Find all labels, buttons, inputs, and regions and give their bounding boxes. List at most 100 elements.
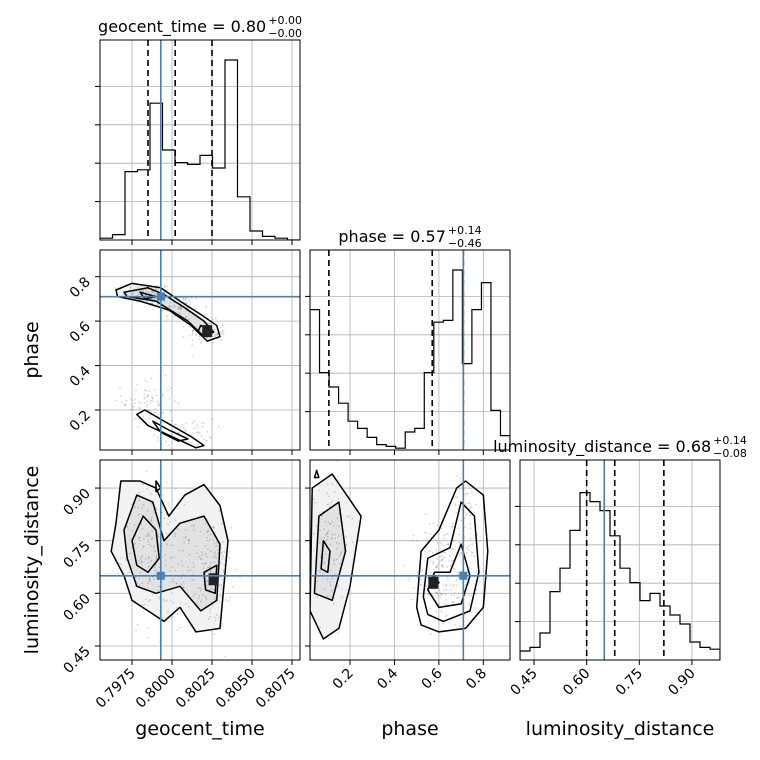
sample-point [439,597,442,599]
x-axis-label-luminosity_distance: luminosity_distance [526,718,715,740]
sample-point [220,523,223,525]
sample-point [142,503,145,506]
sample-point [169,570,171,572]
sample-point [134,398,137,401]
sample-point [217,549,219,551]
sample-point [314,525,317,527]
sample-point [157,535,160,538]
sample-point [213,335,216,338]
sample-point [445,583,448,586]
sample-point [403,564,406,567]
sample-point [338,555,341,558]
sample-point [470,505,473,508]
sample-point [430,633,432,636]
title-minus-error: −0.08 [713,447,747,460]
sample-point [323,537,326,539]
sample-point [313,532,316,535]
sample-point [162,617,164,620]
sample-point [184,299,187,302]
sample-point [165,564,167,567]
sample-point [152,593,154,596]
sample-point [318,542,321,544]
x-tick-label: 0.7975 [93,666,139,712]
sample-point [193,420,196,423]
sample-point [179,427,182,429]
sample-point [177,549,180,552]
sample-point [143,389,146,392]
sample-point [338,513,340,515]
sample-point [142,545,145,548]
sample-point [138,584,141,587]
sample-point [306,504,308,506]
sample-point [221,324,224,327]
sample-point [205,439,208,442]
x-axis-label-geocent_time: geocent_time [135,718,264,740]
sample-point [326,535,329,538]
sample-point [188,539,190,542]
panel-frame-1-0 [99,249,301,451]
sample-point [222,570,225,573]
sample-point [468,603,471,606]
sample-point [167,523,169,526]
sample-point [162,421,165,424]
sample-point [328,523,331,525]
sample-point [143,393,146,396]
sample-point [444,593,447,596]
sample-point [210,322,213,325]
sample-point [213,542,216,545]
sample-point [432,522,435,525]
sample-point [329,522,332,525]
sample-point [138,499,141,502]
sample-point [479,580,481,583]
sample-point [153,411,156,414]
sample-point [180,560,183,563]
sample-point [138,560,140,562]
sample-point [131,399,134,402]
sample-point [456,475,459,477]
sample-point [142,545,145,548]
sample-point [176,582,178,585]
sample-point [207,617,210,620]
sample-point [167,444,170,447]
sample-point [322,573,324,575]
sample-point [173,315,176,318]
sample-point [138,539,141,542]
sample-point [319,626,322,629]
sample-point [450,560,453,562]
sample-point [457,527,459,530]
sample-point [442,584,445,587]
title-median: 0.68 [676,437,712,456]
sample-point [471,491,473,494]
sample-point [130,286,132,288]
sample-point [204,545,207,547]
sample-point [429,560,432,563]
sample-point [452,548,454,550]
sample-point [334,537,336,540]
sample-point [141,528,144,530]
sample-point [470,551,473,553]
sample-point [140,402,142,405]
sample-point [206,548,209,551]
sample-point [447,543,450,546]
sample-point [149,599,152,601]
sample-point [324,539,327,542]
sample-point [214,619,217,622]
sample-point [229,596,232,599]
sample-point [183,541,185,544]
sample-point [150,290,153,293]
sample-point [148,409,151,412]
sample-point [137,401,140,404]
sample-point [154,287,157,290]
sample-point [143,397,145,400]
sample-point [469,527,472,529]
sample-point [174,519,177,522]
sample-point [416,572,419,575]
sample-point [146,509,149,512]
title-param-name: phase [338,227,386,246]
sample-point [209,571,212,573]
sample-point [185,302,188,304]
sample-point [151,302,154,305]
sample-point [142,538,145,541]
title-plus-error: +0.00 [268,14,302,27]
sample-point [315,455,317,457]
